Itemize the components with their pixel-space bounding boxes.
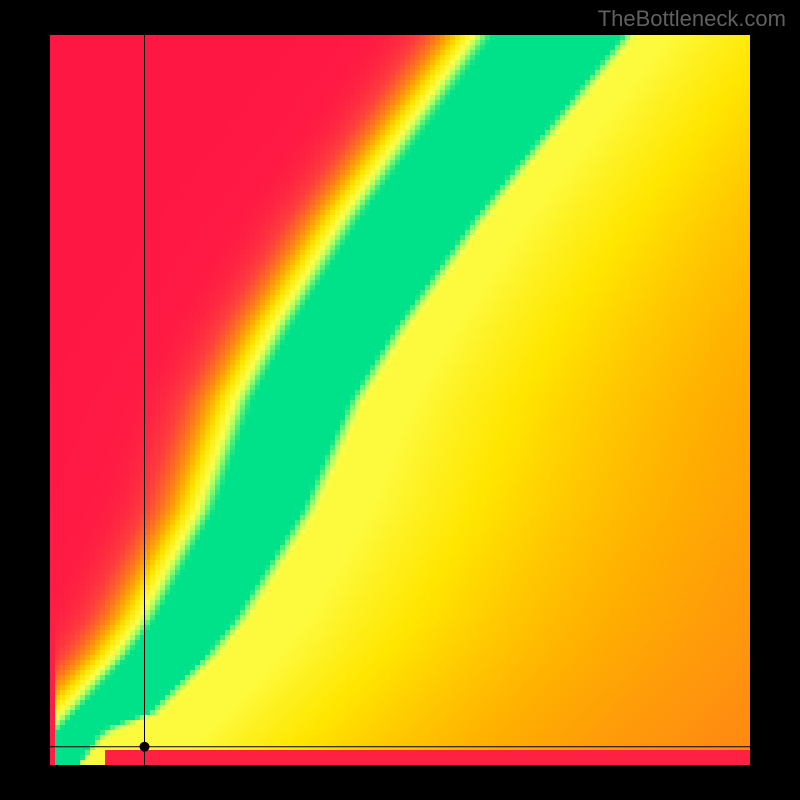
chart-container: TheBottleneck.com [0, 0, 800, 800]
watermark-text: TheBottleneck.com [598, 6, 786, 32]
plot-area [50, 35, 750, 765]
heatmap-canvas [50, 35, 750, 765]
